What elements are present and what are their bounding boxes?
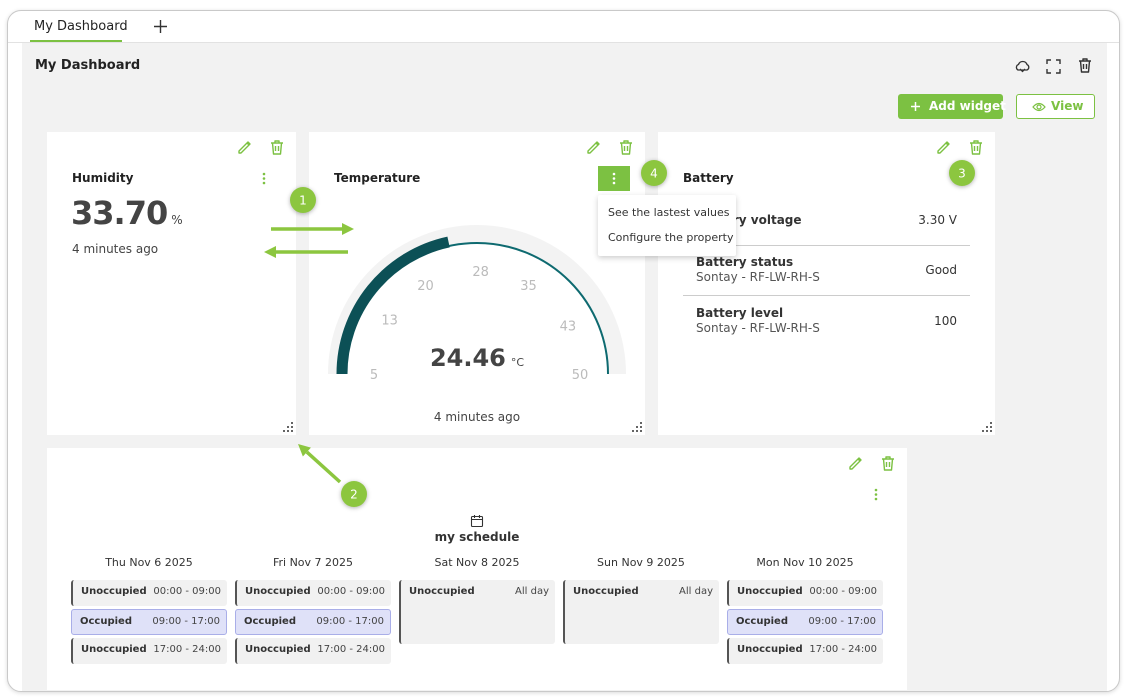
widget-title: Battery: [683, 171, 734, 185]
delete-icon[interactable]: [618, 139, 634, 155]
calendar-icon: [470, 515, 484, 528]
battery-row-label: Battery level: [696, 306, 784, 320]
slot-time: 17:00 - 24:00: [153, 644, 221, 655]
slot-state: Unoccupied: [81, 586, 147, 597]
widget-menu[interactable]: [260, 172, 268, 186]
battery-row-value: Good: [925, 263, 957, 277]
menu-item[interactable]: See the lastest values: [608, 206, 730, 219]
resize-handle: [982, 422, 992, 432]
day-label: Thu Nov 6 2025: [105, 556, 193, 569]
slot-state: Unoccupied: [245, 586, 311, 597]
battery-row-value: 100: [934, 314, 957, 328]
last-updated: 4 minutes ago: [72, 242, 159, 256]
cloud-icon[interactable]: [1014, 58, 1031, 75]
schedule-slot[interactable]: Unoccupied 00:00 - 09:00: [727, 580, 883, 606]
slot-state: Unoccupied: [81, 644, 147, 655]
resize-handle: [632, 422, 642, 432]
tab-label[interactable]: My Dashboard: [34, 19, 128, 34]
tab-underline: [30, 40, 122, 42]
schedule-slot[interactable]: Occupied 09:00 - 17:00: [71, 609, 227, 635]
slot-state: Occupied: [736, 616, 789, 627]
resize-handle: [283, 422, 293, 432]
edit-icon[interactable]: [936, 139, 952, 155]
widget-menu[interactable]: [872, 488, 880, 502]
slot-time: 00:00 - 09:00: [153, 586, 221, 597]
temperature-value: 24.46: [429, 344, 506, 372]
slot-time: 09:00 - 17:00: [316, 616, 384, 627]
slot-state: Occupied: [244, 616, 297, 627]
battery-card: [658, 132, 995, 435]
humidity-card: [47, 132, 296, 435]
property-menu: See the lastest values Configure the prop…: [598, 195, 736, 256]
slot-time: 17:00 - 24:00: [809, 644, 877, 655]
last-updated: 4 minutes ago: [433, 410, 521, 424]
humidity-value: 33.70: [71, 194, 168, 232]
tab-divider: [8, 42, 1119, 43]
slot-state: Unoccupied: [737, 586, 803, 597]
slot-time: 09:00 - 17:00: [152, 616, 220, 627]
fullscreen-icon[interactable]: [1045, 58, 1062, 75]
schedule-slot[interactable]: Unoccupied 17:00 - 24:00: [235, 638, 391, 664]
widget-menu-button[interactable]: [598, 166, 630, 191]
temperature-reading: 24.46 °C: [377, 344, 577, 372]
slot-state: Unoccupied: [573, 586, 639, 597]
delete-icon[interactable]: [968, 139, 984, 155]
schedule-slot[interactable]: Unoccupied 00:00 - 09:00: [235, 580, 391, 606]
slot-time: 00:00 - 09:00: [809, 586, 877, 597]
slot-time: 09:00 - 17:00: [808, 616, 876, 627]
menu-item[interactable]: Configure the property: [608, 231, 734, 244]
delete-icon[interactable]: [880, 455, 896, 471]
schedule-slot[interactable]: Unoccupied 00:00 - 09:00: [71, 580, 227, 606]
day-label: Mon Nov 10 2025: [756, 556, 854, 569]
add-widget-button[interactable]: Add widget: [898, 94, 1006, 119]
slot-time: All day: [515, 586, 549, 597]
battery-row-label: Battery status: [696, 255, 794, 269]
battery-row-source: Sontay - RF-LW-RH-S: [696, 321, 820, 335]
row-divider: [683, 295, 970, 296]
view-button[interactable]: View: [1016, 94, 1095, 119]
plus-icon: [911, 102, 920, 111]
kebab-icon: [612, 172, 616, 185]
battery-row-value: 3.30 V: [918, 213, 957, 227]
view-label: View: [1051, 99, 1084, 113]
slot-time: 00:00 - 09:00: [317, 586, 385, 597]
day-label: Sat Nov 8 2025: [434, 556, 520, 569]
temperature-unit: °C: [510, 356, 525, 369]
day-label: Sun Nov 9 2025: [597, 556, 685, 569]
day-label: Fri Nov 7 2025: [272, 556, 354, 569]
humidity-unit: %: [171, 213, 183, 227]
slot-state: Unoccupied: [737, 644, 803, 655]
schedule-slot[interactable]: Unoccupied All day: [399, 580, 555, 644]
add-tab-button[interactable]: [152, 18, 169, 35]
slot-time: All day: [679, 586, 713, 597]
schedule-title: my schedule: [434, 530, 520, 544]
slot-time: 17:00 - 24:00: [317, 644, 385, 655]
humidity-reading: 33.70%: [71, 194, 183, 232]
delete-icon[interactable]: [269, 139, 285, 155]
add-widget-label: Add widget: [929, 99, 1006, 113]
widget-title: Temperature: [334, 171, 421, 185]
schedule-slot[interactable]: Occupied 09:00 - 17:00: [235, 609, 391, 635]
slot-state: Unoccupied: [245, 644, 311, 655]
row-divider: [683, 245, 970, 246]
edit-icon[interactable]: [237, 139, 253, 155]
slot-state: Unoccupied: [409, 586, 475, 597]
eye-icon: [1032, 102, 1046, 112]
battery-row-source: Sontay - RF-LW-RH-S: [696, 270, 820, 284]
schedule-slot[interactable]: Occupied 09:00 - 17:00: [727, 609, 883, 635]
delete-dashboard-icon[interactable]: [1077, 57, 1094, 74]
dashboard-title: My Dashboard: [35, 58, 141, 73]
schedule-slot[interactable]: Unoccupied All day: [563, 580, 719, 644]
schedule-slot[interactable]: Unoccupied 17:00 - 24:00: [71, 638, 227, 664]
widget-title: Humidity: [72, 171, 134, 185]
edit-icon[interactable]: [848, 455, 864, 471]
edit-icon[interactable]: [586, 139, 602, 155]
schedule-slot[interactable]: Unoccupied 17:00 - 24:00: [727, 638, 883, 664]
slot-state: Occupied: [80, 616, 133, 627]
